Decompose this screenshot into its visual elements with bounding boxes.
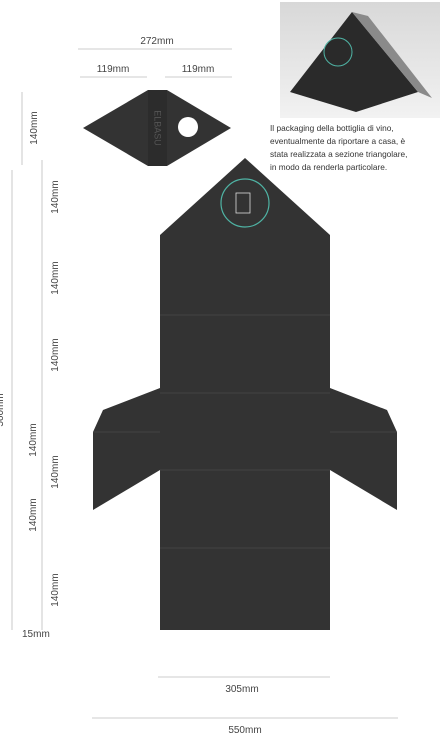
dim-label: 140mm — [50, 261, 61, 294]
photo-box — [290, 12, 418, 112]
dim-label: 305mm — [225, 684, 258, 695]
photo-logo — [323, 37, 353, 67]
logo-mark — [235, 192, 251, 214]
caption: in modo da renderla particolare. — [270, 162, 387, 172]
top-triangle — [160, 158, 330, 235]
dim-label: 119mm — [97, 64, 130, 75]
dim-label: 550mm — [228, 725, 261, 736]
right-flap — [330, 388, 397, 510]
hole — [178, 117, 198, 137]
body — [160, 235, 330, 630]
caption: stata realizzata a sezione triangolare, — [270, 149, 407, 159]
dim-label: 272mm — [140, 36, 173, 47]
diamond-band — [148, 90, 167, 166]
dim-label: 140mm — [28, 423, 39, 456]
left-flap — [93, 388, 160, 510]
caption: Il packaging della bottiglia di vino, — [270, 123, 394, 133]
dim-label: 119mm — [182, 64, 215, 75]
dim-label: 140mm — [29, 111, 40, 144]
logo-text: ELBASU — [153, 110, 163, 146]
dim-label: 140mm — [50, 455, 61, 488]
photo-box-side — [352, 12, 432, 98]
dim-label: 560mm — [0, 393, 6, 426]
logo-ring — [220, 178, 270, 228]
dim-label: 140mm — [50, 338, 61, 371]
dim-label: 140mm — [50, 573, 61, 606]
caption: eventualmente da riportare a casa, è — [270, 136, 406, 146]
dim-label: 140mm — [28, 498, 39, 531]
dim-label: 140mm — [50, 180, 61, 213]
dim-label: 15mm — [22, 629, 50, 640]
